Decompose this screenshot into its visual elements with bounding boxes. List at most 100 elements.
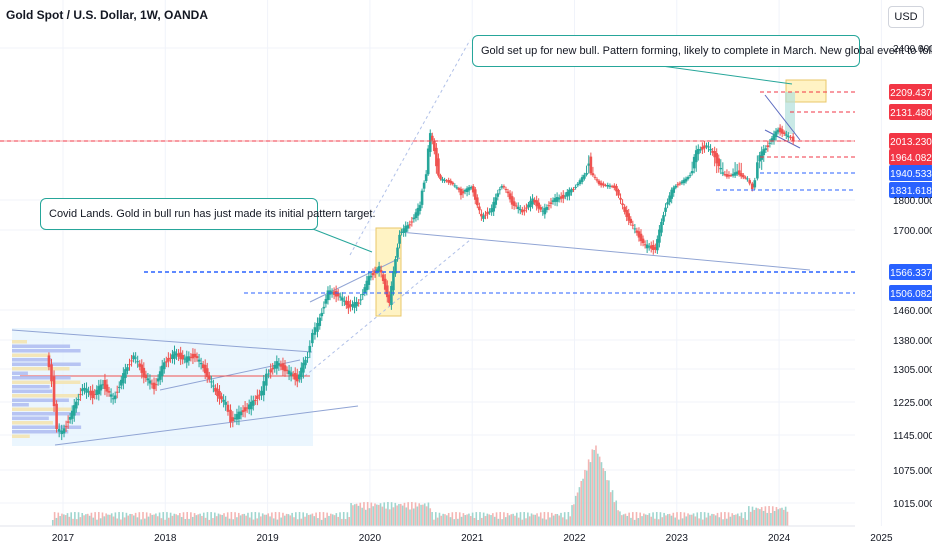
candle-body-355 <box>784 134 788 136</box>
candle-body-221 <box>506 191 510 194</box>
candle-body-115 <box>287 370 291 375</box>
candle-body-106 <box>269 369 272 373</box>
candle-body-195 <box>453 185 457 187</box>
candle-body-287 <box>643 244 647 246</box>
volume-bar-68 <box>177 515 179 526</box>
candle-body-36 <box>124 369 127 379</box>
price-tag-bg-1 <box>889 104 932 120</box>
volume-bar-60 <box>162 512 165 526</box>
candle-body-1 <box>50 364 53 382</box>
candle-body-159 <box>379 270 383 273</box>
candle-body-27 <box>105 384 109 392</box>
volume-bar-349 <box>694 516 697 526</box>
candle-body-12 <box>74 401 78 409</box>
volume-bar-14 <box>77 512 80 526</box>
chart-title: Gold Spot / U.S. Dollar, 1W, OANDA <box>6 8 209 22</box>
volume-bar-217 <box>451 512 454 526</box>
candle-body-187 <box>437 158 440 176</box>
volume-bar-88 <box>214 512 216 526</box>
candle-body-11 <box>72 405 76 416</box>
volume-bar-193 <box>407 502 409 526</box>
candle-body-224 <box>512 201 516 206</box>
volume-bar-220 <box>457 518 459 526</box>
volume-bar-273 <box>554 513 557 526</box>
volume-bar-388 <box>766 512 769 526</box>
volume-bar-128 <box>287 514 290 526</box>
candle-body-323 <box>717 158 721 167</box>
candle-body-354 <box>782 132 786 134</box>
candle-body-30 <box>111 398 115 400</box>
volume-bar-228 <box>471 512 474 526</box>
candle-body-149 <box>359 299 362 301</box>
volume-bar-370 <box>733 514 735 526</box>
volume-bar-298 <box>600 462 603 526</box>
candle-body-267 <box>602 183 605 186</box>
candle-body-186 <box>435 147 438 167</box>
candle-body-227 <box>518 208 522 211</box>
volume-bar-286 <box>578 487 581 526</box>
volume-bar-362 <box>718 517 721 526</box>
price-axis[interactable]: 2400.000 1800.000 1700.000 1460.000 1380.000… <box>893 44 932 510</box>
annotation-covid[interactable]: Covid Lands. Gold in bull run has just m… <box>40 198 376 230</box>
x-tick-4: 2021 <box>461 533 484 544</box>
candle-body-191 <box>445 180 448 182</box>
volume-bar-241 <box>495 512 498 526</box>
price-tag-bg-7 <box>889 285 932 301</box>
volume-profile-bar-11 <box>12 389 53 393</box>
volume-bar-211 <box>440 515 443 526</box>
volume-bar-77 <box>193 513 196 526</box>
volume-bar-279 <box>565 519 568 526</box>
candle-body-114 <box>285 369 289 371</box>
volume-bar-5 <box>61 513 63 526</box>
volume-bar-266 <box>541 518 544 526</box>
candle-body-2 <box>52 376 56 407</box>
candle-body-142 <box>345 300 348 305</box>
volume-bar-392 <box>773 511 776 526</box>
volume-bar-237 <box>488 514 490 526</box>
candle-body-235 <box>535 200 538 207</box>
volume-bars <box>51 445 789 526</box>
volume-bar-352 <box>700 512 702 526</box>
volume-bar-223 <box>462 513 465 526</box>
candle-body-202 <box>467 187 471 191</box>
candle-body-278 <box>625 209 628 217</box>
candle-body-226 <box>516 206 520 210</box>
candle-body-119 <box>295 374 299 382</box>
volume-bar-56 <box>155 513 157 526</box>
volume-bar-218 <box>453 519 455 526</box>
candle-body-83 <box>220 396 223 400</box>
volume-bar-71 <box>182 512 185 526</box>
trend-line-7 <box>764 129 801 149</box>
time-axis[interactable]: 2017 2018 2019 2020 2021 2022 2023 2024 2025 <box>0 525 893 544</box>
annotation-2024[interactable]: Gold set up for new bull. Pattern formin… <box>472 35 932 67</box>
volume-bar-277 <box>562 517 564 526</box>
candle-body-237 <box>539 207 543 210</box>
candle-body-78 <box>210 381 213 383</box>
candle-body-324 <box>719 167 723 170</box>
volume-bar-205 <box>429 508 432 526</box>
candle-body-6 <box>62 428 66 434</box>
candle-body-345 <box>764 148 768 150</box>
volume-bar-47 <box>138 512 141 526</box>
currency-button[interactable]: USD <box>888 6 924 28</box>
volume-bar-28 <box>103 516 106 526</box>
volume-bar-368 <box>729 516 732 526</box>
volume-bar-354 <box>703 512 706 526</box>
candle-body-28 <box>107 391 111 393</box>
x-tick-1: 2018 <box>154 533 177 544</box>
volume-bar-299 <box>602 468 605 526</box>
candle-body-125 <box>308 345 312 353</box>
candle-body-330 <box>731 173 735 176</box>
volume-bar-325 <box>650 516 653 526</box>
candle-body-35 <box>122 373 125 384</box>
candle-body-24 <box>99 384 103 391</box>
volume-bar-356 <box>707 512 710 526</box>
volume-bar-212 <box>442 513 444 526</box>
candle-body-120 <box>298 374 301 380</box>
volume-bar-293 <box>591 449 594 526</box>
volume-bar-302 <box>608 480 610 526</box>
volume-bar-292 <box>589 462 592 526</box>
volume-bar-399 <box>786 511 789 526</box>
volume-bar-141 <box>311 513 314 526</box>
